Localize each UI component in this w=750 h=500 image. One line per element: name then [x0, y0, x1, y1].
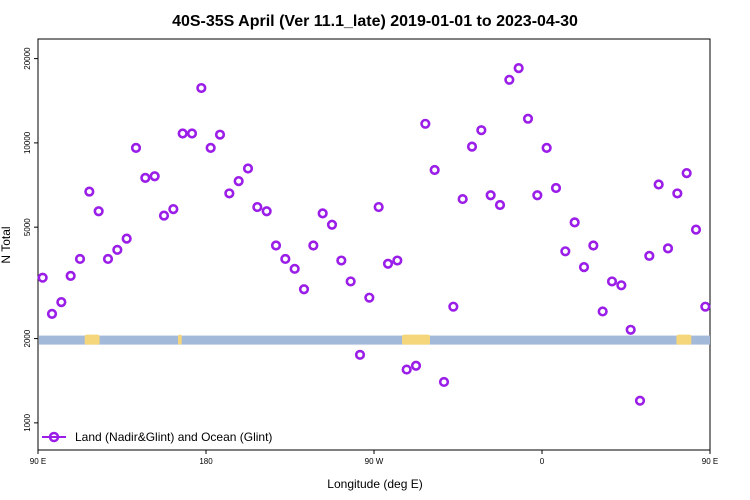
data-point: [662, 243, 674, 254]
x-axis-label: Longitude (deg E): [327, 477, 422, 491]
data-point: [429, 164, 440, 176]
data-point: [532, 190, 543, 201]
data-point: [522, 113, 534, 124]
data-point: [140, 172, 151, 183]
data-point: [224, 188, 235, 199]
data-point: [149, 171, 160, 182]
data-point: [410, 360, 422, 371]
data-point: [700, 301, 711, 312]
data-point: [513, 62, 524, 74]
data-point: [158, 210, 170, 221]
data-point: [65, 270, 76, 281]
data-point: [261, 206, 272, 217]
land-ocean-strip: [39, 334, 710, 345]
data-point: [196, 82, 207, 94]
data-point: [168, 204, 179, 215]
data-point: [438, 376, 450, 388]
data-point: [392, 255, 403, 266]
data-point: [74, 253, 86, 265]
data-point: [270, 240, 282, 251]
data-point: [448, 301, 459, 312]
data-point: [681, 168, 692, 179]
data-point: [354, 349, 366, 360]
data-point: [588, 240, 599, 251]
land-patch: [402, 334, 430, 345]
data-point: [186, 128, 198, 139]
data-point: [205, 142, 216, 153]
data-point: [345, 276, 356, 287]
y-tick-label: 1000: [23, 413, 32, 431]
ocean-band: [39, 335, 710, 345]
data-point: [550, 182, 562, 194]
data-point: [289, 263, 300, 274]
x-tick-label: 90 E: [30, 457, 46, 466]
x-tick-label: 90 W: [365, 457, 384, 466]
data-point: [37, 272, 48, 283]
data-point: [504, 74, 515, 85]
data-point: [252, 201, 263, 213]
axis-ticks: 90 E 180 90 W 0 90 E 1000 2000 5000 10000 20000: [23, 47, 718, 466]
data-point: [644, 250, 655, 261]
data-point: [336, 255, 347, 266]
x-tick-label: 0: [540, 457, 545, 466]
data-point: [466, 141, 478, 152]
data-point: [84, 186, 95, 197]
data-point: [494, 199, 506, 211]
data-point: [606, 276, 618, 287]
data-point: [317, 208, 328, 219]
data-point: [653, 179, 664, 190]
data-point: [177, 128, 188, 139]
data-point: [690, 224, 702, 235]
data-point: [130, 142, 142, 153]
y-tick-label: 5000: [23, 218, 32, 236]
data-point: [102, 253, 114, 265]
data-point: [485, 190, 496, 201]
data-point: [476, 125, 487, 136]
land-patch: [676, 334, 692, 345]
data-point: [308, 240, 319, 251]
land-patch: [178, 334, 182, 345]
data-point: [93, 206, 104, 217]
data-point: [298, 284, 310, 295]
data-point: [625, 324, 636, 335]
data-point: [672, 188, 683, 199]
data-point: [382, 258, 394, 269]
x-tick-label: 180: [199, 457, 213, 466]
data-point: [242, 163, 254, 174]
y-tick-label: 20000: [23, 47, 32, 70]
legend-marker: [48, 431, 60, 443]
data-point: [541, 142, 552, 153]
data-point: [364, 292, 375, 303]
data-point: [121, 233, 132, 244]
y-tick-label: 10000: [23, 131, 32, 154]
data-point: [46, 308, 58, 320]
data-point: [560, 246, 571, 257]
legend: Land (Nadir&Glint) and Ocean (Glint): [42, 430, 272, 444]
land-patch: [84, 334, 100, 345]
data-point: [457, 193, 468, 205]
data-point: [578, 262, 590, 273]
legend-label: Land (Nadir&Glint) and Ocean (Glint): [75, 430, 272, 444]
y-axis-label: N Total: [0, 226, 13, 263]
data-point: [373, 201, 384, 213]
data-point: [112, 244, 123, 255]
data-point: [233, 176, 244, 187]
data-point: [597, 306, 608, 317]
data-points: [37, 62, 711, 406]
data-point: [420, 118, 431, 129]
x-tick-label: 90 E: [702, 457, 718, 466]
data-point: [56, 296, 67, 308]
data-point: [326, 219, 338, 230]
y-tick-label: 2000: [23, 329, 32, 347]
data-point: [569, 217, 580, 228]
data-point: [634, 395, 646, 406]
chart-title: 40S-35S April (Ver 11.1_late) 2019-01-01…: [172, 13, 578, 30]
data-point: [616, 280, 627, 291]
data-point: [401, 364, 412, 375]
data-point: [214, 129, 226, 140]
plot-frame: [37, 38, 711, 451]
data-point: [280, 253, 291, 265]
